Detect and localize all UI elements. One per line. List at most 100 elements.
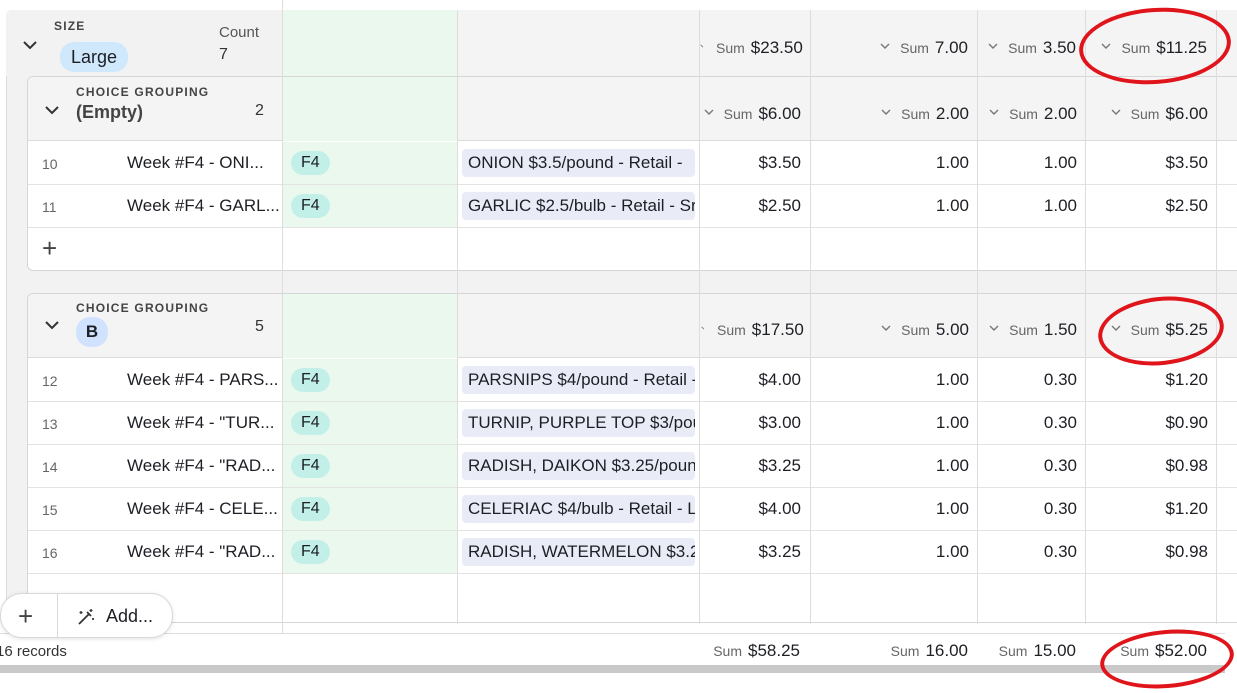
add-row-button[interactable]: + [28,229,1237,269]
subgroup-sum-3[interactable]: Sum 2.00 [977,104,1077,124]
cell-qty[interactable]: 1.00 [935,196,969,215]
footer-sum-2[interactable]: Sum 16.00 [890,641,968,660]
footer-sum-1[interactable]: Sum $58.25 [713,641,800,660]
subgroup-count: 2 [255,102,264,119]
row-number: 16 [42,545,58,561]
subgroup-value: (Empty) [76,102,143,122]
subgroup-sum-2[interactable]: Sum 2.00 [861,104,969,124]
product-text: CELERIAC $4/bulb - Retail - La [468,499,695,518]
row-number: 12 [42,373,58,389]
product-link[interactable]: GARLIC $2.5/bulb - Retail - Sr [462,192,695,220]
product-link[interactable]: TURNIP, PURPLE TOP $3/pou [462,409,695,437]
table-row[interactable]: 16 Week #F4 - "RAD... F4 RADISH, WATERME… [28,531,1237,574]
cell-price[interactable]: $3.25 [758,542,801,561]
cell-qty[interactable]: 1.00 [935,370,969,389]
subgroup-field-label: CHOICE GROUPING [76,301,210,315]
subgroup-empty: CHOICE GROUPING (Empty) 2 Sum $6.00 Sum 2.… [27,76,1237,271]
cell-weight[interactable]: 0.30 [1043,456,1077,475]
row-number: 13 [42,416,58,432]
tag-cell[interactable]: F4 [283,359,457,401]
product-link[interactable]: PARSNIPS $4/pound - Retail - [462,366,695,394]
group-sum-3[interactable]: Sum 3.50 [976,38,1076,58]
column-divider [699,10,700,624]
horizontal-scrollbar[interactable] [0,665,1225,673]
cell-qty[interactable]: 1.00 [935,413,969,432]
plus-icon[interactable]: + [18,601,34,631]
product-link[interactable]: CELERIAC $4/bulb - Retail - La [462,495,695,523]
cell-total[interactable]: $1.20 [1165,499,1208,518]
group-sum-2[interactable]: Sum 7.00 [860,38,968,58]
row-name[interactable]: Week #F4 - GARL... [127,196,279,215]
row-number: 10 [42,156,58,172]
row-name[interactable]: Week #F4 - PARS... [127,370,279,389]
subgroup-sum-2[interactable]: Sum 5.00 [861,320,969,340]
cell-weight[interactable]: 0.30 [1043,413,1077,432]
cell-weight[interactable]: 0.30 [1043,370,1077,389]
tag-badge: F4 [291,540,330,564]
group-value-pill: Large [60,42,129,72]
cell-qty[interactable]: 1.00 [935,456,969,475]
cell-price[interactable]: $2.50 [758,196,801,215]
cell-total[interactable]: $1.20 [1165,370,1208,389]
product-link[interactable]: RADISH, DAIKON $3.25/poun [462,452,695,480]
row-name[interactable]: Week #F4 - "RAD... [127,542,276,561]
tag-cell[interactable]: F4 [283,402,457,444]
cell-total[interactable]: $3.50 [1165,153,1208,172]
product-text: RADISH, WATERMELON $3.25 [468,542,695,561]
cell-total[interactable]: $2.50 [1165,196,1208,215]
tag-cell[interactable]: F4 [283,142,457,184]
summary-bar [0,633,1237,665]
row-name[interactable]: Week #F4 - ONI... [127,153,264,172]
plus-icon: + [42,233,58,263]
cell-price[interactable]: $4.00 [758,499,801,518]
footer-sum-4[interactable]: Sum $52.00 [1120,641,1207,660]
column-divider [1216,10,1217,624]
subgroup-sum-1[interactable]: Sum $17.50 [701,320,804,340]
row-name[interactable]: Week #F4 - CELE... [127,499,278,518]
cell-price[interactable]: $3.50 [758,153,801,172]
cell-weight[interactable]: 1.00 [1043,196,1077,215]
cell-weight[interactable]: 0.30 [1043,499,1077,518]
tag-cell[interactable]: F4 [283,531,457,573]
row-number: 15 [42,502,58,518]
table-row[interactable]: 12 Week #F4 - PARS... F4 PARSNIPS $4/pou… [28,359,1237,402]
tag-badge: F4 [291,497,330,521]
cell-price[interactable]: $3.00 [758,413,801,432]
product-text: ONION $3.5/pound - Retail - [468,153,683,172]
cell-total[interactable]: $0.98 [1165,456,1208,475]
group-sum-4[interactable]: Sum $11.25 [1090,38,1207,58]
tag-cell[interactable]: F4 [283,185,457,227]
subgroup-sum-4[interactable]: Sum $5.25 [1091,320,1208,340]
table-row[interactable]: 11 Week #F4 - GARL... F4 GARLIC $2.5/bul… [28,185,1237,228]
cell-total[interactable]: $0.90 [1165,413,1208,432]
footer-sum-3[interactable]: Sum 15.00 [998,641,1076,660]
subgroup-sum-1[interactable]: Sum $6.00 [701,104,801,124]
row-name[interactable]: Week #F4 - "TUR... [127,413,275,432]
table-row[interactable]: 13 Week #F4 - "TUR... F4 TURNIP, PURPLE … [28,402,1237,445]
tag-cell[interactable]: F4 [283,445,457,487]
tag-badge: F4 [291,194,330,218]
product-link[interactable]: ONION $3.5/pound - Retail - [462,149,695,177]
chevron-down-icon[interactable] [44,102,60,118]
group-sum-1[interactable]: Sum $23.50 [700,38,803,58]
cell-price[interactable]: $4.00 [758,370,801,389]
cell-weight[interactable]: 0.30 [1043,542,1077,561]
table-row[interactable]: 10 Week #F4 - ONI... F4 ONION $3.5/pound… [28,142,1237,185]
table-row[interactable]: 14 Week #F4 - "RAD... F4 RADISH, DAIKON … [28,445,1237,488]
cell-qty[interactable]: 1.00 [935,542,969,561]
add-label[interactable]: Add... [106,606,154,626]
cell-weight[interactable]: 1.00 [1043,153,1077,172]
column-divider [282,0,283,672]
product-link[interactable]: RADISH, WATERMELON $3.25 [462,538,695,566]
cell-qty[interactable]: 1.00 [935,499,969,518]
tag-cell[interactable]: F4 [283,488,457,530]
cell-total[interactable]: $0.98 [1165,542,1208,561]
subgroup-sum-3[interactable]: Sum 1.50 [977,320,1077,340]
subgroup-sum-4[interactable]: Sum $6.00 [1091,104,1208,124]
chevron-down-icon[interactable] [22,37,38,53]
cell-qty[interactable]: 1.00 [935,153,969,172]
cell-price[interactable]: $3.25 [758,456,801,475]
row-name[interactable]: Week #F4 - "RAD... [127,456,276,475]
table-row[interactable]: 15 Week #F4 - CELE... F4 CELERIAC $4/bul… [28,488,1237,531]
chevron-down-icon[interactable] [44,317,60,333]
